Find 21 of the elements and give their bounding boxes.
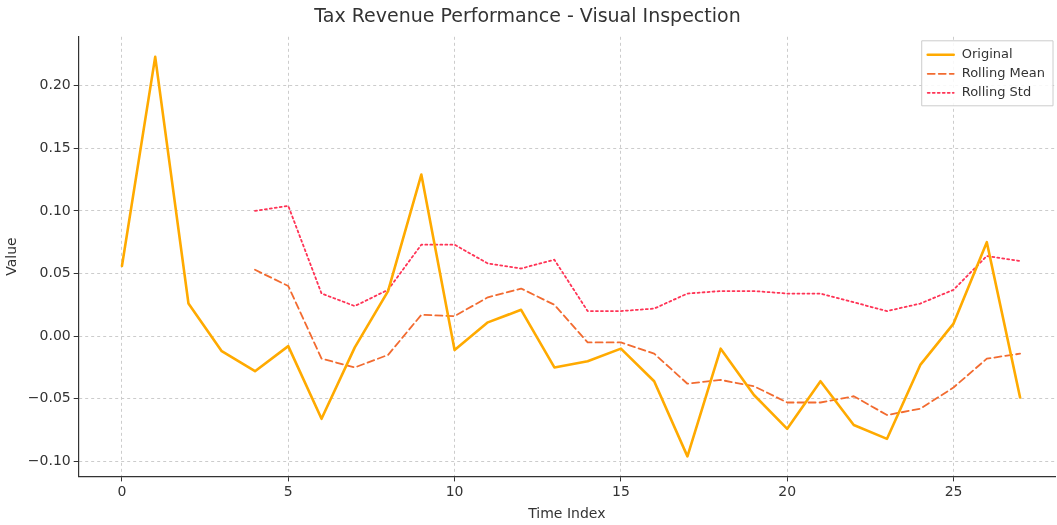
legend-label: Rolling Mean bbox=[961, 65, 1045, 81]
y-tick-label: 0.00 bbox=[39, 326, 71, 343]
line-series bbox=[254, 268, 1021, 416]
y-tick-label: 0.10 bbox=[39, 201, 71, 218]
y-axis-title: Value bbox=[3, 237, 20, 276]
legend-label: Original bbox=[961, 46, 1013, 62]
y-tick-label: 0.20 bbox=[39, 76, 71, 93]
legend-label: Rolling Std bbox=[961, 84, 1032, 100]
x-axis-title: Time Index bbox=[527, 505, 606, 522]
y-tick-label: −0.05 bbox=[27, 389, 71, 406]
x-tick-label: 0 bbox=[117, 483, 127, 500]
x-tick-label: 10 bbox=[445, 483, 464, 500]
chart-title: Tax Revenue Performance - Visual Inspection bbox=[313, 4, 741, 27]
y-tick-label: −0.10 bbox=[27, 452, 71, 469]
y-tick-label: 0.15 bbox=[39, 138, 71, 155]
x-tick-label: 15 bbox=[611, 483, 630, 500]
x-tick-label: 5 bbox=[283, 483, 293, 500]
line-series bbox=[254, 204, 1021, 312]
x-tick-label: 20 bbox=[778, 483, 797, 500]
y-tick-label: 0.05 bbox=[39, 264, 71, 281]
x-tick-label: 25 bbox=[944, 483, 963, 500]
